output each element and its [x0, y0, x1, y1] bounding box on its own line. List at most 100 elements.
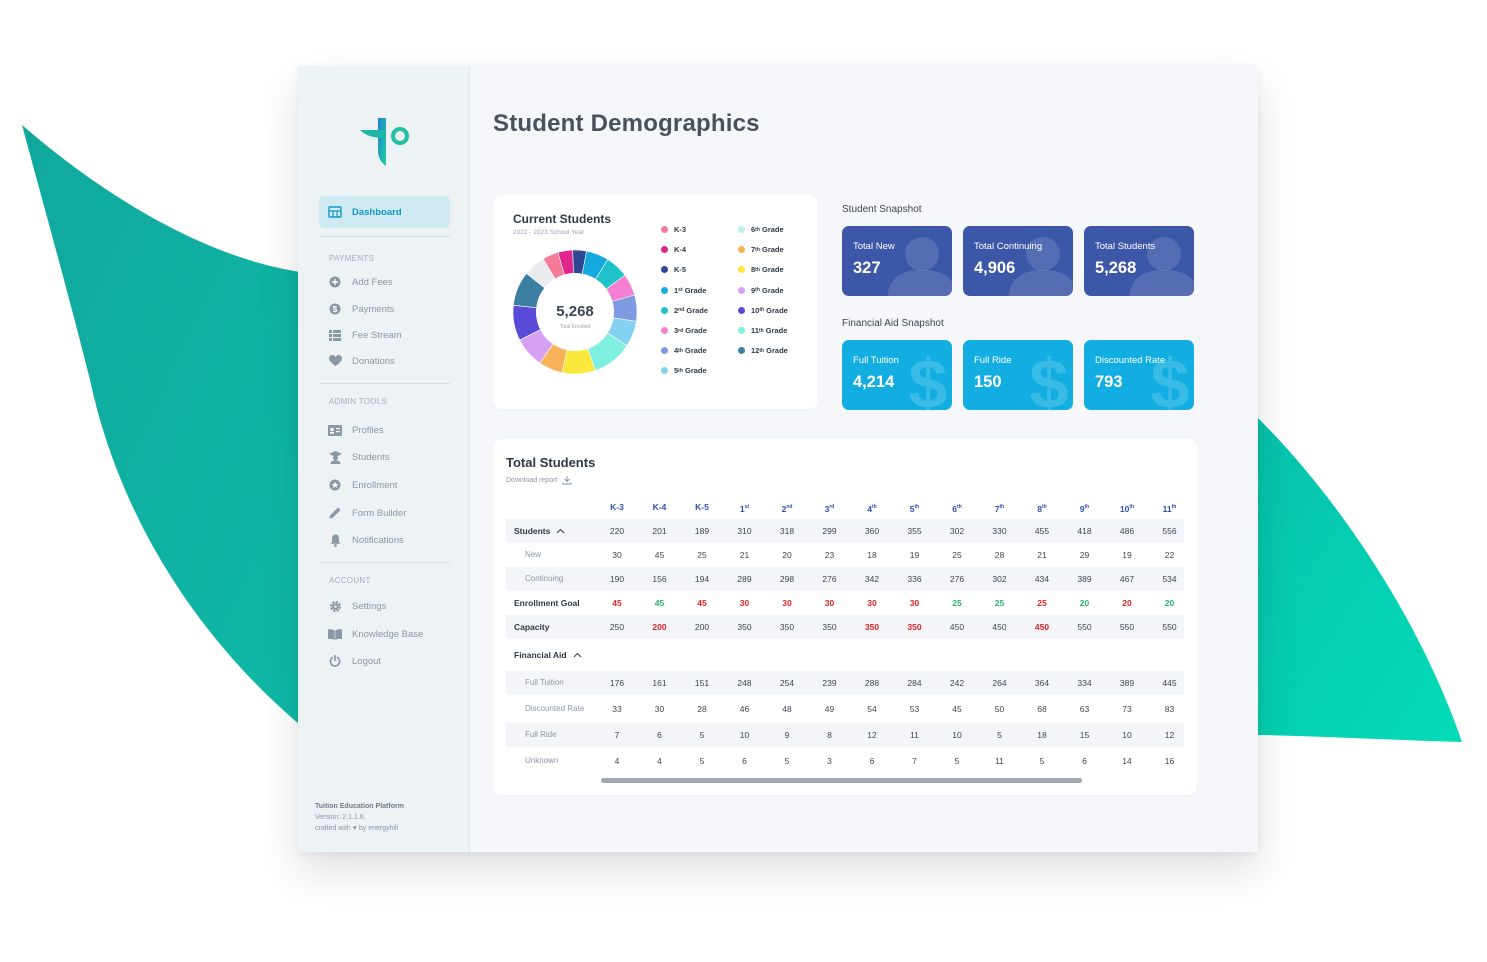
- sidebar-item-dashboard[interactable]: Dashboard: [319, 196, 450, 228]
- sidebar-item-label: Fee Stream: [352, 329, 402, 341]
- table-cell: 7: [912, 756, 917, 766]
- table-cell: 310: [737, 526, 752, 536]
- app-logo: [360, 118, 409, 166]
- stat-card-value: 5,268: [1095, 259, 1137, 277]
- chevron-up-icon[interactable]: [550, 526, 565, 536]
- stat-card-total-continuing[interactable]: Total Continuing 4,906: [963, 226, 1073, 296]
- table-cell: 19: [1122, 550, 1132, 560]
- table-header-label: 2: [781, 503, 787, 514]
- table-row-label-text: Enrollment Goal: [514, 598, 580, 608]
- table-row-students: Students 220 201 189 310 318 299 360 355 302 330 45…: [506, 519, 1184, 543]
- legend-swatch: [661, 286, 668, 294]
- chevron-up-icon[interactable]: [567, 650, 582, 660]
- table-cell: 45: [697, 598, 707, 608]
- table-row-label[interactable]: Students: [514, 519, 565, 543]
- sidebar-item-label: Students: [352, 451, 390, 463]
- stat-card-discounted-rate[interactable]: $ Discounted Rate 793: [1084, 340, 1194, 410]
- table-header-cell[interactable]: 4th: [857, 495, 887, 519]
- table-cell: 418: [1077, 526, 1092, 536]
- table-horizontal-scrollbar[interactable]: [601, 778, 1082, 783]
- table-row-continuing: Continuing 190 156 194 289 298 276 342 336 276 302…: [506, 567, 1184, 591]
- sidebar-item-settings[interactable]: Settings: [319, 590, 450, 622]
- table-cell: 389: [1077, 574, 1092, 584]
- sidebar-item-profiles[interactable]: Profiles: [319, 414, 450, 446]
- gear-icon: [328, 599, 342, 613]
- table-cell: 299: [822, 526, 837, 536]
- table-cell: 450: [992, 622, 1007, 632]
- table-header-cell[interactable]: 7th: [985, 495, 1015, 519]
- total-students-title: Total Students: [506, 455, 596, 470]
- stat-card-total-new[interactable]: Total New 327: [842, 226, 952, 296]
- id-card-icon: [328, 423, 342, 437]
- sidebar-item-fee-stream[interactable]: Fee Stream: [319, 319, 450, 351]
- table-row-enrollment-goal: Enrollment Goal 45 45 45 30 30 30 30 30 25 25 25 20 2…: [506, 591, 1184, 615]
- table-cell: 20: [1164, 598, 1175, 608]
- stat-card-value: 4,214: [853, 373, 895, 391]
- sidebar-item-logout[interactable]: Logout: [319, 645, 450, 677]
- table-header-cell[interactable]: 6th: [942, 495, 972, 519]
- table-header-suffix: th: [1042, 504, 1047, 510]
- table-cell: 30: [867, 598, 877, 608]
- table-cell: 45: [612, 598, 622, 608]
- table-cell: 25: [952, 598, 962, 608]
- table-cell: 455: [1034, 526, 1050, 536]
- legend-label: 4: [674, 346, 679, 356]
- nav-section-admin-tools: ADMIN TOOLS: [329, 397, 388, 406]
- table-cell: 3: [827, 756, 832, 766]
- table-cell: 242: [949, 678, 965, 688]
- download-report-link[interactable]: Download report: [506, 476, 572, 485]
- legend-item: K-3: [661, 225, 686, 234]
- person-icon: [1129, 237, 1194, 296]
- table-header-cell[interactable]: K-5: [687, 495, 717, 519]
- stat-card-full-ride[interactable]: $ Full Ride 150: [963, 340, 1073, 410]
- sidebar-item-notifications[interactable]: Notifications: [319, 524, 450, 556]
- table-header-suffix: th: [1129, 504, 1135, 510]
- sidebar-item-form-builder[interactable]: Form Builder: [319, 497, 450, 529]
- table-cell: 334: [1077, 678, 1092, 688]
- sidebar-item-add-fees[interactable]: Add Fees: [319, 266, 450, 298]
- table-header-cell[interactable]: 10th: [1112, 495, 1142, 519]
- table-header-cell[interactable]: 1st: [730, 495, 760, 519]
- table-header-cell[interactable]: 5th: [900, 495, 930, 519]
- table-header-cell[interactable]: K-4: [645, 495, 675, 519]
- table-cell: 7: [614, 730, 620, 740]
- sidebar-item-knowledge-base[interactable]: Knowledge Base: [319, 618, 450, 650]
- main-content: Student Demographics Current Students 20…: [470, 66, 1258, 852]
- table-header-cell[interactable]: 2nd: [772, 495, 802, 519]
- table-cell: 330: [992, 526, 1007, 536]
- table-row-label-text: Full Tuition: [525, 678, 564, 687]
- sidebar-footer: Tuition Education Platform Version: 2.1.…: [315, 801, 404, 834]
- table-header-cell[interactable]: K-3: [602, 495, 632, 519]
- table-header-cell[interactable]: 9th: [1070, 495, 1100, 519]
- table-cell: 15: [1079, 730, 1090, 740]
- table-row-label[interactable]: Financial Aid: [514, 641, 582, 669]
- table-cell: 4: [657, 756, 662, 766]
- sidebar-item-enrollment[interactable]: Enrollment: [319, 469, 450, 501]
- legend-label-grade: Grade: [764, 305, 788, 315]
- legend-label-grade: Grade: [759, 265, 784, 275]
- sidebar-item-payments[interactable]: $ Payments: [319, 293, 450, 325]
- stat-card-total-students[interactable]: Total Students 5,268: [1084, 226, 1194, 296]
- stat-card-full-tuition[interactable]: $ Full Tuition 4,214: [842, 340, 952, 410]
- table-cell: 45: [952, 704, 962, 714]
- table-cell: 289: [737, 574, 752, 584]
- table-row-financial-aid: Financial Aid: [506, 641, 1184, 669]
- table-cell: 46: [739, 704, 750, 714]
- sidebar-item-donations[interactable]: Donations: [319, 345, 450, 377]
- table-header-suffix: th: [957, 504, 962, 510]
- sidebar-item-students[interactable]: Students: [319, 441, 450, 473]
- power-icon: [328, 654, 342, 668]
- table-header-cell[interactable]: 3rd: [815, 495, 845, 519]
- table-cell: 445: [1162, 678, 1177, 688]
- table-header-cell[interactable]: 8th: [1027, 495, 1057, 519]
- table-row-label-text: Capacity: [514, 622, 550, 632]
- table-cell: 288: [864, 678, 880, 688]
- sidebar: Dashboard PAYMENTS Add Fees $ Payments Fee St…: [298, 66, 470, 852]
- table-cell: 200: [694, 622, 710, 632]
- table-cell: 250: [609, 622, 625, 632]
- table-cell: 63: [1079, 704, 1090, 714]
- legend-label-grade: Grade: [682, 346, 707, 356]
- table-header-cell[interactable]: 11th: [1155, 495, 1185, 519]
